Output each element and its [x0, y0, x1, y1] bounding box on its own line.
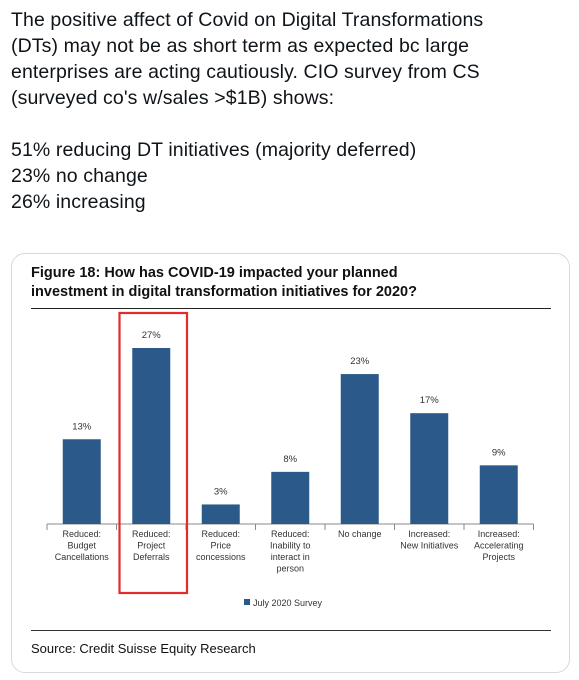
- tweet-line: (DTs) may not be as short term as expect…: [11, 35, 470, 57]
- x-tick-label: Reduced:: [271, 529, 310, 539]
- legend-label: July 2020 Survey: [253, 598, 323, 608]
- x-tick-label: Inability to: [270, 541, 311, 551]
- tweet-line: 23% no change: [11, 165, 148, 187]
- x-tick-label: interact in: [271, 552, 310, 562]
- tweet-line: enterprises are acting cautiously. CIO s…: [11, 61, 480, 83]
- title-rule: [31, 308, 551, 309]
- x-tick-label: Increased:: [478, 529, 520, 539]
- figure-title: Figure 18: How has COVID-19 impacted you…: [31, 264, 551, 302]
- source-rule: [31, 630, 551, 631]
- media-card[interactable]: Figure 18: How has COVID-19 impacted you…: [11, 253, 570, 673]
- x-tick-label: No change: [338, 529, 382, 539]
- bar: [410, 413, 449, 524]
- source-note: Source: Credit Suisse Equity Research: [31, 641, 256, 656]
- data-label: 9%: [492, 447, 506, 458]
- x-tick-label: New Initiatives: [400, 541, 459, 551]
- highlight-box: [118, 311, 189, 595]
- tweet-line: The positive affect of Covid on Digital …: [11, 9, 484, 31]
- x-tick-label: Reduced:: [201, 529, 240, 539]
- tweet-line: 26% increasing: [11, 191, 146, 213]
- data-label: 13%: [72, 421, 92, 432]
- x-tick-label: Projects: [482, 552, 515, 562]
- legend-swatch: [244, 599, 250, 605]
- paragraph-gap: [11, 111, 571, 137]
- x-tick-label: Accelerating: [474, 541, 524, 551]
- figure-title-line: Figure 18: How has COVID-19 impacted you…: [31, 265, 398, 281]
- x-tick-label: Reduced:: [132, 529, 171, 539]
- bar: [201, 504, 240, 524]
- bar: [62, 439, 101, 524]
- x-tick-label: Price: [210, 541, 231, 551]
- figure-title-line: investment in digital transformation ini…: [31, 284, 417, 300]
- data-label: 27%: [142, 330, 162, 341]
- x-tick-label: concessions: [196, 552, 246, 562]
- data-label: 3%: [214, 486, 228, 497]
- data-label: 8%: [283, 454, 297, 465]
- x-tick-label: Increased:: [408, 529, 450, 539]
- bar: [132, 348, 171, 524]
- bar: [340, 374, 379, 524]
- x-tick-label: person: [276, 564, 304, 574]
- x-tick-label: Cancellations: [55, 552, 110, 562]
- tweet-line: 51% reducing DT initiatives (majority de…: [11, 139, 417, 161]
- tweet-line: (surveyed co's w/sales >$1B) shows:: [11, 87, 335, 109]
- x-tick-label: Budget: [67, 541, 96, 551]
- tweet-text: The positive affect of Covid on Digital …: [11, 7, 571, 215]
- bar: [271, 471, 310, 524]
- data-label: 17%: [420, 395, 440, 406]
- x-tick-label: Reduced:: [62, 529, 101, 539]
- x-tick-label: Project: [137, 541, 166, 551]
- x-tick-label: Deferrals: [133, 552, 170, 562]
- bar: [479, 465, 518, 524]
- data-label: 23%: [350, 356, 370, 367]
